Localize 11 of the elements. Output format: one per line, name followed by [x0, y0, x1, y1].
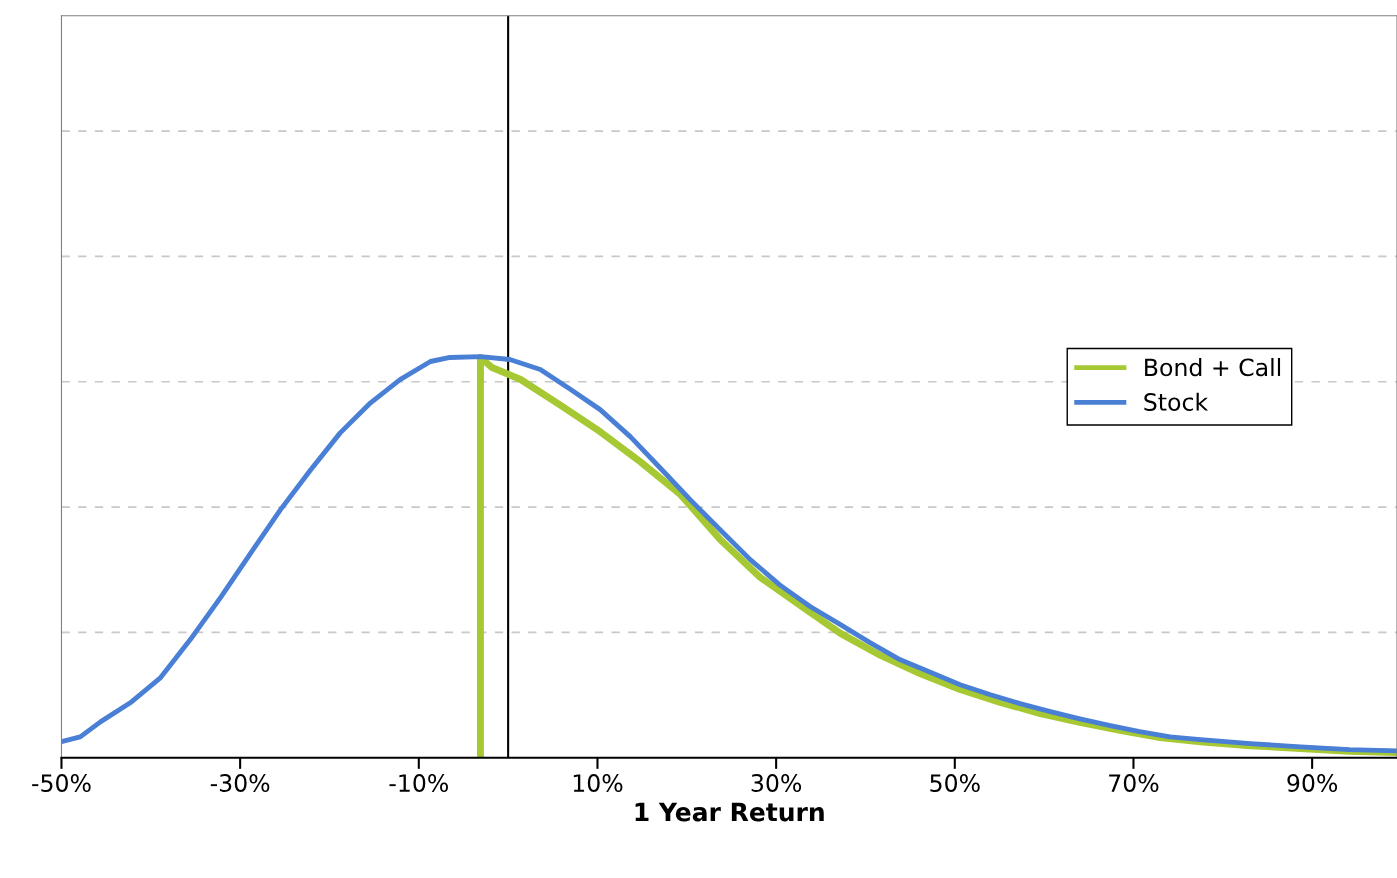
legend-label: Bond + Call — [1145, 358, 1281, 377]
x-tick-label: -10% — [389, 774, 448, 792]
x-tick-label: 10% — [573, 774, 623, 792]
legend-label: Stock — [1144, 392, 1209, 411]
x-tick-label: 30% — [751, 774, 802, 792]
x-tick-label: -50% — [32, 774, 91, 792]
x-axis-title: 1 Year Return — [635, 802, 824, 822]
x-tick-label: 70% — [1109, 774, 1159, 792]
x-tick-label: 50% — [930, 774, 980, 792]
x-tick-label: 90% — [1287, 774, 1338, 792]
x-tick-label: -30% — [210, 774, 270, 792]
